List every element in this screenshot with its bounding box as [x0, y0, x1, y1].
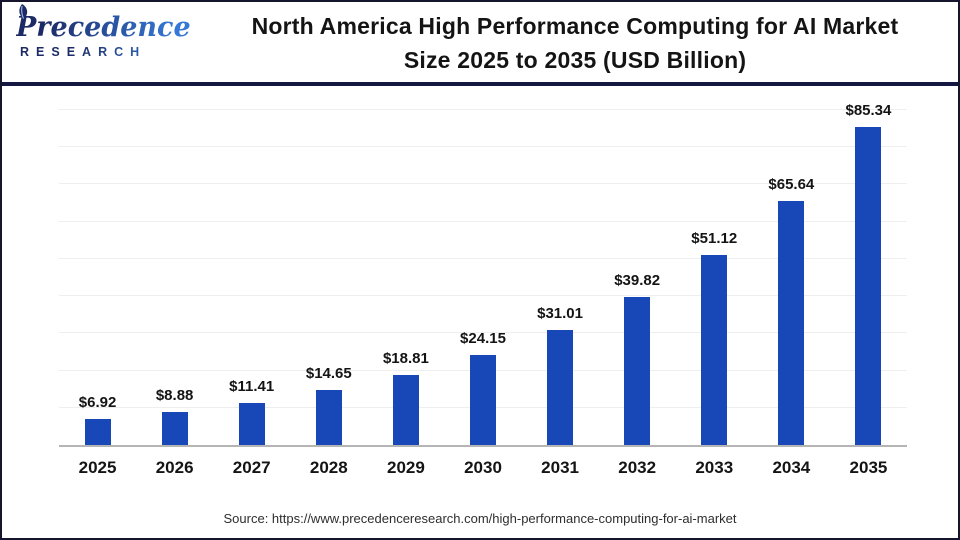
- chart-title-line1: North America High Performance Computing…: [251, 13, 899, 39]
- x-axis-label: 2035: [849, 458, 888, 477]
- gridline: [59, 183, 907, 185]
- x-axis-label: 2028: [309, 458, 348, 477]
- x-axis-label: 2025: [78, 458, 117, 477]
- bar-2035: [855, 127, 882, 445]
- bar-2031: [547, 329, 574, 445]
- bar-column: $14.65: [290, 110, 367, 445]
- bar-value-label: $85.34: [845, 102, 892, 120]
- bar-column: $85.34: [830, 102, 907, 445]
- gridline: [59, 295, 907, 297]
- bar-value-label: $6.92: [78, 394, 117, 412]
- bar-2028: [315, 390, 342, 445]
- bar-column: $51.12: [676, 110, 753, 445]
- x-axis-labels: 2025 2026 2027 2028 2029 2030 2031 2032 2033 2034…: [59, 458, 907, 484]
- bar-value-label: $65.64: [768, 175, 815, 193]
- x-axis-label: 2026: [155, 458, 194, 477]
- bar-column: $24.15: [444, 110, 521, 445]
- x-axis-label: 2031: [541, 458, 579, 477]
- bar-2029: [392, 375, 419, 445]
- bar-2030: [469, 355, 496, 445]
- bar-value-label: $24.15: [460, 330, 506, 348]
- leaf-icon: [19, 4, 28, 19]
- bar-value-label: $11.41: [229, 377, 275, 395]
- bar-value-label: $18.81: [382, 350, 429, 367]
- logo: Precedence RESEARCH: [16, 4, 191, 59]
- gridline: [59, 257, 907, 259]
- x-axis-label: 2033: [695, 458, 734, 477]
- bar-2025: [84, 419, 111, 445]
- bar-value-label: $14.65: [305, 365, 352, 383]
- bar-2032: [624, 296, 651, 445]
- x-axis-label: 2029: [386, 458, 425, 477]
- gridline: [59, 220, 907, 222]
- bar-column: $65.64: [753, 110, 830, 445]
- bar-value-label: $39.82: [614, 271, 661, 289]
- chart-title-line2: Size 2025 to 2035 (USD Billion): [403, 47, 747, 73]
- source-text: Source: https://www.precedenceresearch.c…: [223, 511, 737, 526]
- logo-brand: Precedence: [16, 12, 191, 43]
- bar-column: $18.81: [367, 110, 444, 445]
- x-axis-label: 2030: [464, 458, 502, 477]
- bar-column: $8.88: [136, 110, 213, 445]
- x-axis-label: 2027: [232, 458, 271, 477]
- bar-2026: [161, 411, 188, 445]
- bar-value-label: $51.12: [691, 229, 738, 247]
- bar-2027: [238, 402, 265, 445]
- chart-title: North America High Performance Computing…: [192, 7, 958, 77]
- header-divider: [2, 82, 958, 86]
- x-axis-label: 2034: [772, 458, 811, 477]
- logo-subtitle: RESEARCH: [20, 45, 186, 59]
- bar-2034: [778, 200, 805, 445]
- bar-column: $39.82: [599, 110, 676, 445]
- bar-value-label: $31.01: [537, 304, 584, 322]
- bar-column: $31.01: [522, 110, 599, 445]
- plot-area: $6.92 $8.88 $11.41 $14.65 $18.81 $24.15 $31.01…: [59, 102, 907, 447]
- x-axis-label: 2032: [618, 458, 657, 477]
- bar-column: $11.41: [213, 110, 290, 445]
- gridline: [59, 332, 907, 334]
- gridline: [59, 146, 907, 148]
- bar-column: $6.92: [59, 110, 136, 445]
- bar-value-label: $8.88: [155, 386, 194, 404]
- gridline: [59, 109, 907, 110]
- bar-2033: [701, 254, 728, 445]
- header: Precedence RESEARCH North America High P…: [2, 2, 958, 82]
